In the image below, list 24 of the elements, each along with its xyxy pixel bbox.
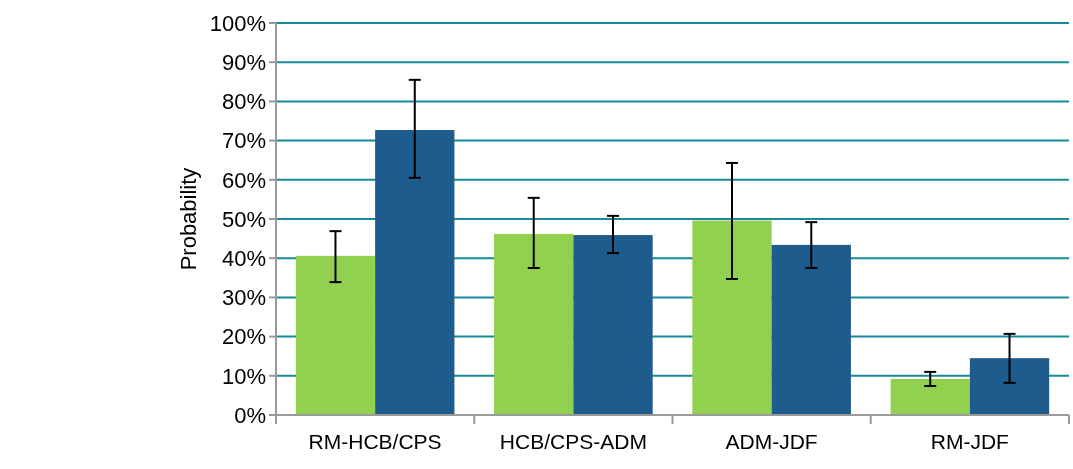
y-tick-label: 20% <box>221 324 266 350</box>
y-tick-label: 100% <box>209 10 266 36</box>
y-tick-label: 90% <box>221 49 266 75</box>
y-tick-label: 50% <box>221 206 266 232</box>
y-tick-label: 40% <box>221 245 266 271</box>
y-tick-label: 0% <box>234 402 266 428</box>
y-tick-label: 30% <box>221 285 266 311</box>
bar <box>375 130 455 415</box>
y-tick-label: 60% <box>221 167 266 193</box>
y-axis-title: Probability <box>176 167 201 271</box>
bar <box>969 358 1050 415</box>
x-tick-label: HCB/CPS-ADM <box>499 430 647 453</box>
x-tick-label: ADM-JDF <box>725 430 818 453</box>
y-tick-label: 80% <box>221 89 266 115</box>
bar <box>295 255 376 415</box>
bar <box>771 244 851 415</box>
x-tick-label: RM-JDF <box>930 430 1009 453</box>
y-tick-label: 70% <box>221 128 266 154</box>
bar <box>692 220 772 415</box>
bar <box>890 378 970 415</box>
y-tick-label: 10% <box>221 363 266 389</box>
bar <box>494 233 574 415</box>
bar <box>573 235 653 415</box>
x-tick-label: RM-HCB/CPS <box>308 430 442 453</box>
